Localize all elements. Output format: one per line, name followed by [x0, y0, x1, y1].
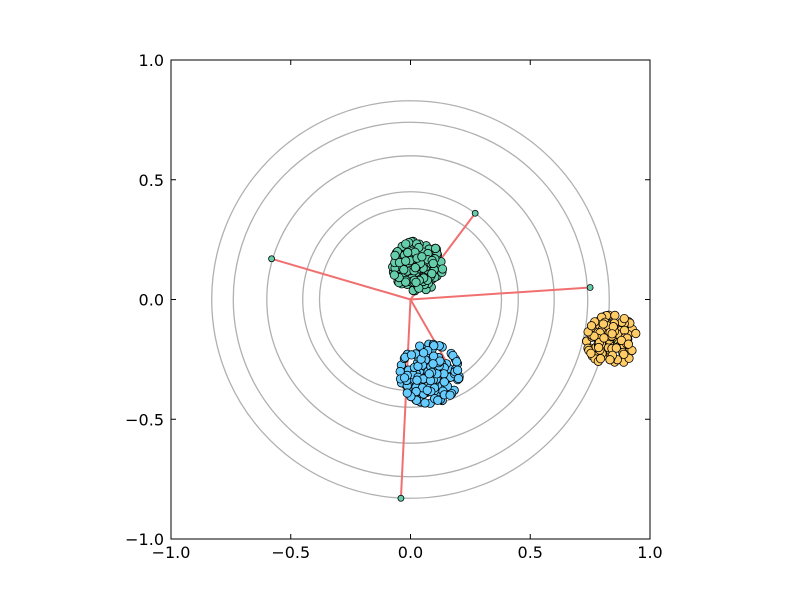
axis-ticks: −1.0 −0.5 0.0 0.5 1.0 −1.0 −0.5 0.0 0.5 1.0: [125, 51, 663, 562]
data-point: [610, 310, 620, 320]
data-point: [623, 339, 634, 349]
plot-frame: [170, 59, 651, 540]
data-point: [453, 373, 464, 384]
data-point: [419, 348, 429, 358]
data-point: [411, 277, 421, 287]
data-point: [433, 395, 443, 405]
data-point: [427, 269, 437, 279]
data-point: [595, 354, 606, 364]
data-point: [631, 328, 641, 339]
spoke-endpoint-marker: [471, 209, 479, 217]
data-point: [430, 243, 441, 254]
data-point: [586, 348, 596, 358]
y-tick-label: 0.5: [139, 171, 164, 190]
data-point: [412, 375, 422, 385]
data-point: [619, 313, 629, 324]
x-tick-label: 0.5: [518, 543, 543, 562]
data-point: [390, 250, 400, 260]
circle-ring: [302, 191, 519, 408]
data-point: [420, 398, 430, 408]
spoke-line: [399, 299, 412, 499]
spoke-endpoint-marker: [586, 284, 594, 291]
circle-ring: [211, 100, 610, 499]
data-point: [598, 319, 608, 329]
data-point: [401, 277, 411, 287]
spoke-endpoint-marker: [268, 255, 275, 263]
x-tick-label: −0.5: [271, 543, 310, 562]
data-point: [389, 270, 399, 280]
data-point: [586, 321, 597, 331]
y-tick-label: 0.0: [139, 291, 164, 310]
data-point: [406, 350, 417, 360]
circle-ring: [232, 121, 589, 478]
data-point: [403, 247, 413, 258]
data-point: [401, 239, 411, 249]
spoke-line: [410, 286, 591, 301]
data-point: [424, 369, 434, 379]
data-point: [611, 343, 621, 353]
data-point: [599, 333, 609, 343]
y-tick-label: −1.0: [125, 530, 164, 549]
data-point: [415, 341, 425, 351]
x-tick-label: 1.0: [637, 543, 662, 562]
circle-ring: [266, 155, 555, 444]
data-point: [445, 390, 455, 400]
data-point: [428, 258, 438, 269]
data-point: [402, 388, 412, 398]
data-point: [399, 373, 410, 383]
data-point: [605, 355, 615, 365]
spoke-endpoint-marker: [397, 494, 405, 502]
data-point: [607, 329, 617, 339]
data-point: [439, 377, 449, 387]
y-tick-label: −0.5: [125, 410, 164, 429]
spoke-line: [271, 257, 411, 301]
data-point: [453, 365, 463, 375]
data-point: [422, 385, 432, 395]
data-point: [452, 357, 462, 367]
x-tick-label: −1.0: [152, 543, 191, 562]
y-tick-label: 1.0: [139, 51, 164, 70]
data-point: [428, 359, 438, 369]
data-point: [429, 341, 439, 351]
x-tick-label: 0.0: [398, 543, 423, 562]
data-point: [594, 342, 604, 353]
data-point: [616, 335, 627, 346]
data-point: [417, 252, 427, 262]
spoke-lines: [268, 209, 594, 502]
data-point: [401, 256, 411, 266]
data-point: [410, 263, 420, 273]
data-point: [619, 349, 629, 359]
data-points: [388, 236, 641, 408]
data-point: [437, 264, 448, 274]
data-point: [399, 265, 409, 275]
